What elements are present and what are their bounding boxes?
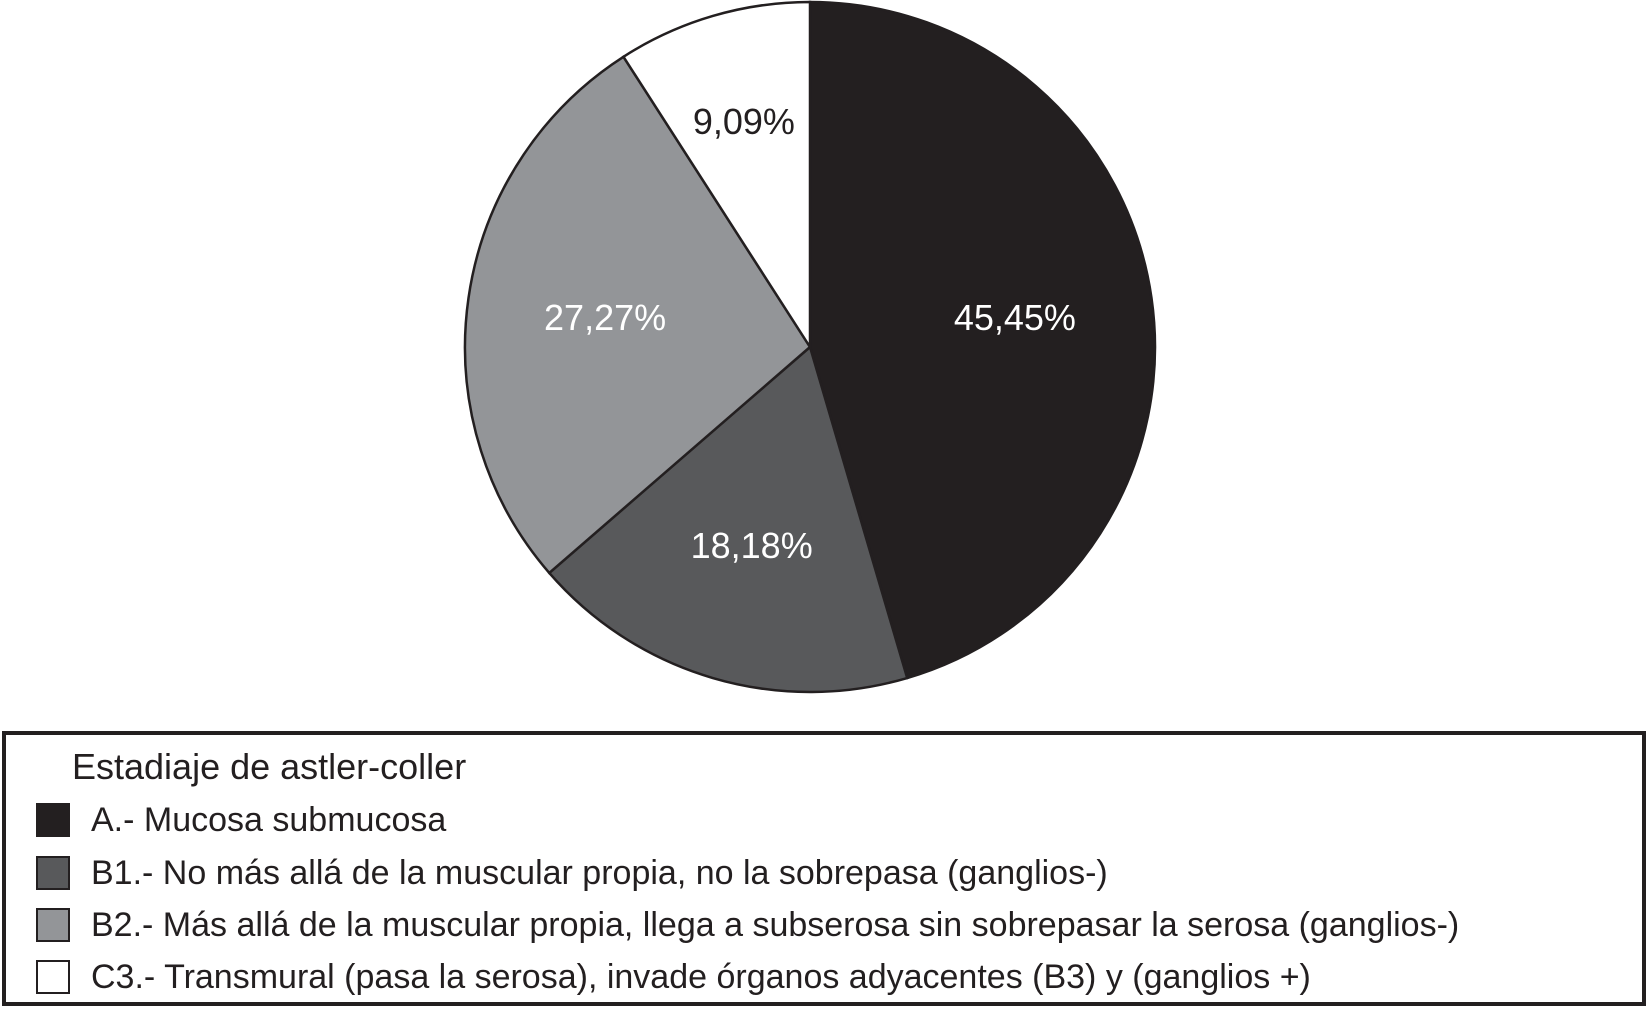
legend-item-b2: B2.- Más allá de la muscular propia, lle…: [36, 903, 1459, 947]
pie-slice-c3: [621, 0, 812, 352]
legend-swatch-c3: [36, 960, 70, 994]
pie-slice-b2: [463, 55, 812, 575]
legend-label-a: A.- Mucosa submucosa: [91, 801, 447, 839]
legend-label-b2: B2.- Más allá de la muscular propia, lle…: [91, 906, 1460, 944]
legend-label-c3: C3.- Transmural (pasa la serosa), invade…: [91, 958, 1311, 996]
slice-label-b1: 18,18%: [690, 524, 813, 566]
legend-item-a: A.- Mucosa submucosa: [36, 798, 446, 842]
legend: Estadiaje de astler-coller A.- Mucosa su…: [2, 731, 1646, 1006]
legend-swatch-a: [36, 803, 70, 837]
pie-chart: 45,45% 18,18% 27,27% 9,09%: [463, 0, 1157, 694]
pie-slice-a: [808, 0, 1157, 680]
legend-title: Estadiaje de astler-coller: [72, 746, 467, 787]
legend-swatch-b1: [36, 856, 70, 890]
pie-slice-b1: [547, 344, 909, 694]
legend-item-b1: B1.- No más allá de la muscular propia, …: [36, 851, 1108, 895]
slice-label-c3: 9,09%: [692, 100, 795, 142]
slice-label-a: 45,45%: [953, 296, 1076, 338]
legend-label-b1: B1.- No más allá de la muscular propia, …: [91, 854, 1108, 892]
legend-swatch-b2: [36, 908, 70, 942]
legend-item-c3: C3.- Transmural (pasa la serosa), invade…: [36, 955, 1311, 999]
pie-svg: [463, 0, 1157, 694]
slice-label-b2: 27,27%: [544, 296, 667, 338]
